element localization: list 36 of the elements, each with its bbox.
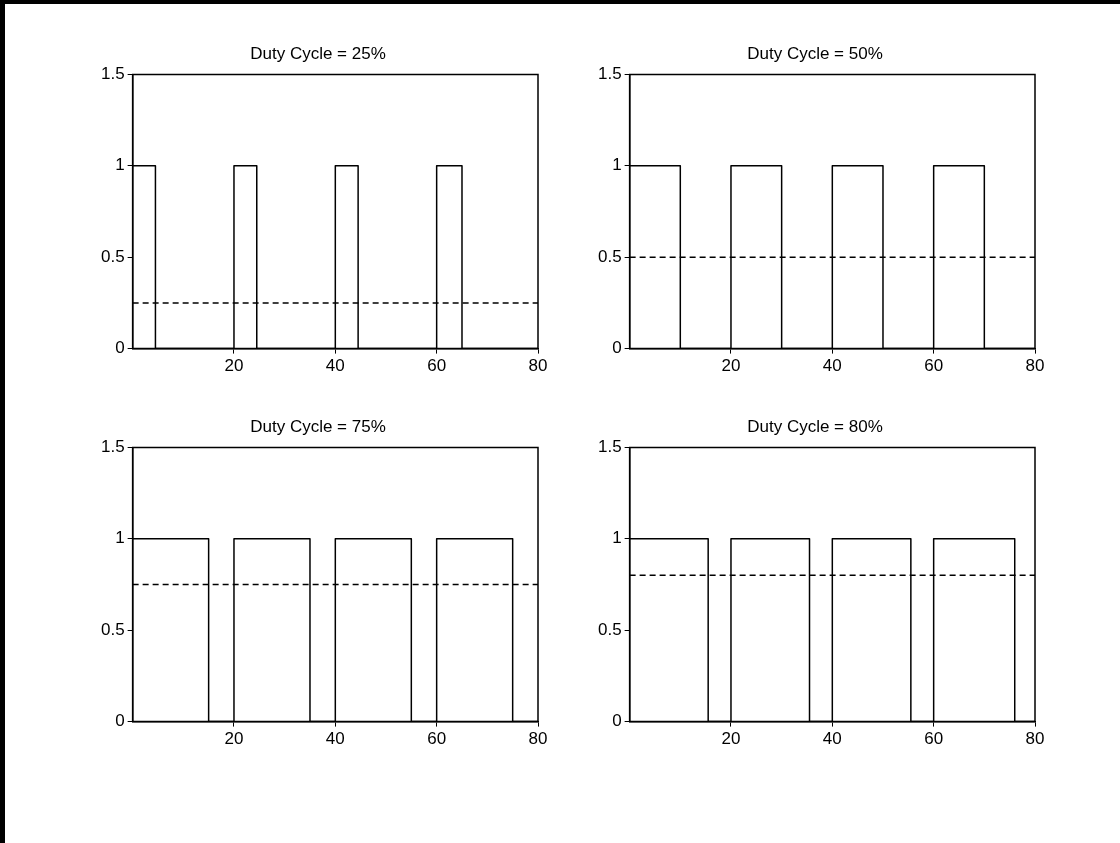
- x-tick-label: 20: [224, 356, 244, 376]
- x-tick-label: 20: [224, 729, 244, 749]
- x-tick-label: 60: [924, 356, 944, 376]
- y-tick-label: 0: [115, 338, 125, 358]
- y-tick-label: 1: [612, 528, 622, 548]
- y-tick-label: 1.5: [597, 437, 622, 457]
- y-tick-label: 1: [115, 528, 125, 548]
- y-tick-label: 0: [612, 711, 622, 731]
- x-tick-label: 40: [822, 356, 842, 376]
- y-tick-label: 0: [115, 711, 125, 731]
- x-tick-label: 60: [427, 356, 447, 376]
- x-tick-label: 80: [1025, 356, 1045, 376]
- x-tick-label: 20: [721, 729, 741, 749]
- x-tick-label: 80: [1025, 729, 1045, 749]
- y-tick-label: 1: [115, 155, 125, 175]
- y-tick-label: 0.5: [597, 246, 622, 266]
- chart-title: Duty Cycle = 25%: [250, 43, 386, 63]
- x-tick-label: 80: [528, 729, 548, 749]
- y-tick-label: 1.5: [100, 64, 125, 84]
- x-tick-label: 40: [822, 729, 842, 749]
- x-tick-label: 60: [427, 729, 447, 749]
- y-tick-label: 1.5: [597, 64, 622, 84]
- chart-title: Duty Cycle = 75%: [250, 416, 386, 436]
- y-tick-label: 0.5: [597, 619, 622, 639]
- x-tick-label: 40: [325, 356, 345, 376]
- x-tick-label: 80: [528, 356, 548, 376]
- y-tick-label: 0: [612, 338, 622, 358]
- x-tick-label: 60: [924, 729, 944, 749]
- x-tick-label: 20: [721, 356, 741, 376]
- y-tick-label: 1.5: [100, 437, 125, 457]
- chart-title: Duty Cycle = 50%: [747, 43, 883, 63]
- x-tick-label: 40: [325, 729, 345, 749]
- chart-title: Duty Cycle = 80%: [747, 416, 883, 436]
- y-tick-label: 0.5: [100, 246, 125, 266]
- y-tick-label: 1: [612, 155, 622, 175]
- y-tick-label: 0.5: [100, 619, 125, 639]
